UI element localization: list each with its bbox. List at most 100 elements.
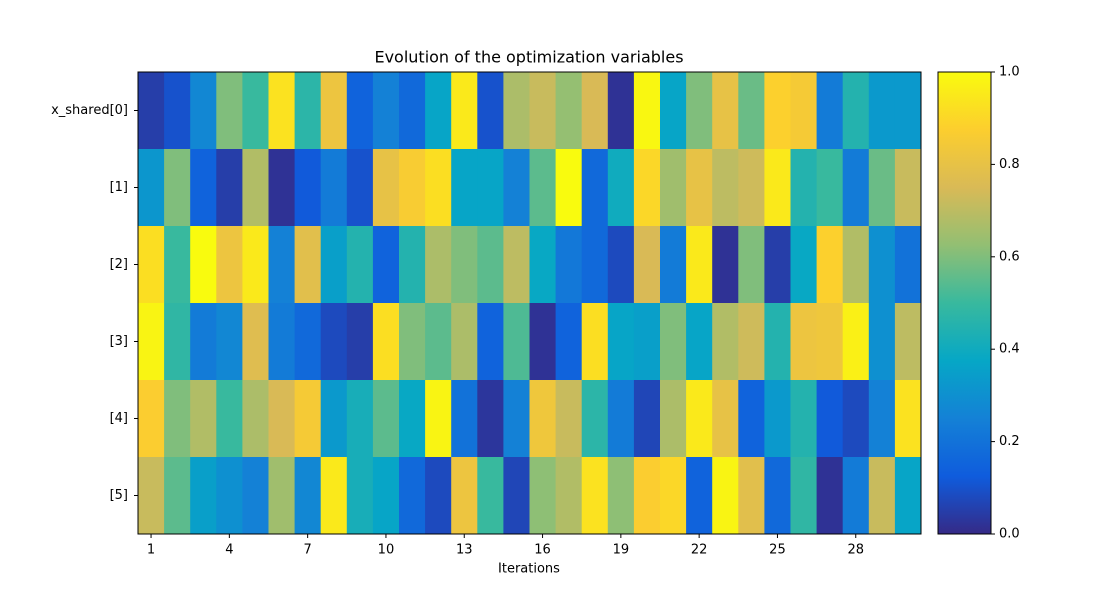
heatmap-cell bbox=[790, 226, 818, 304]
heatmap-cell bbox=[816, 303, 844, 381]
heatmap-cell bbox=[790, 72, 818, 150]
heatmap-cell bbox=[607, 457, 635, 535]
heatmap-cell bbox=[607, 303, 635, 381]
heatmap-cell bbox=[894, 226, 922, 304]
heatmap-cell bbox=[164, 303, 191, 381]
heatmap-cell bbox=[320, 380, 348, 458]
heatmap-cell bbox=[660, 149, 687, 227]
heatmap-cell bbox=[425, 303, 452, 381]
heatmap-cell bbox=[894, 457, 922, 535]
heatmap-cell bbox=[633, 72, 661, 150]
heatmap-cell bbox=[346, 149, 374, 227]
heatmap-cell bbox=[320, 72, 348, 150]
heatmap-cell bbox=[607, 72, 635, 150]
heatmap-cell bbox=[294, 380, 322, 458]
heatmap-cell bbox=[216, 149, 243, 227]
heatmap-cell bbox=[138, 72, 165, 150]
heatmap-cell bbox=[399, 380, 426, 458]
heatmap-cell bbox=[607, 149, 635, 227]
heatmap-cell bbox=[190, 303, 217, 381]
x-tick-label: 1 bbox=[147, 543, 155, 558]
heatmap-cell bbox=[868, 72, 896, 150]
y-tick-label: [4] bbox=[110, 411, 128, 426]
heatmap-cell bbox=[425, 72, 452, 150]
heatmap-cell bbox=[842, 72, 870, 150]
x-tick-label: 7 bbox=[304, 543, 312, 558]
colorbar-tick-label: 1.0 bbox=[999, 65, 1020, 80]
heatmap-cell bbox=[451, 226, 478, 304]
heatmap-cell bbox=[242, 72, 269, 150]
heatmap-cell bbox=[894, 380, 922, 458]
heatmap-cell bbox=[268, 457, 296, 535]
y-tick-label: [3] bbox=[110, 334, 128, 349]
heatmap-cell bbox=[242, 226, 269, 304]
heatmap-cell bbox=[399, 226, 426, 304]
x-tick-label: 16 bbox=[534, 543, 551, 558]
heatmap-cell bbox=[268, 226, 296, 304]
heatmap-cell bbox=[842, 457, 870, 535]
heatmap-cell bbox=[790, 303, 818, 381]
heatmap-cell bbox=[529, 457, 557, 535]
heatmap-cell bbox=[686, 149, 713, 227]
chart-title: Evolution of the optimization variables bbox=[374, 48, 683, 67]
heatmap-cell bbox=[764, 457, 791, 535]
x-tick-label: 28 bbox=[847, 543, 864, 558]
heatmap-cell bbox=[633, 149, 661, 227]
heatmap-cell bbox=[477, 72, 504, 150]
heatmap-cell bbox=[712, 457, 739, 535]
heatmap-cell bbox=[738, 457, 765, 535]
heatmap-cell bbox=[790, 380, 818, 458]
heatmap-cell bbox=[399, 72, 426, 150]
heatmap-cell bbox=[529, 226, 557, 304]
heatmap-cell bbox=[868, 149, 896, 227]
heatmap-cell bbox=[216, 303, 243, 381]
y-tick-label: [2] bbox=[110, 257, 128, 272]
heatmap-cell bbox=[660, 226, 687, 304]
heatmap-cell bbox=[503, 149, 530, 227]
heatmap-cell bbox=[842, 303, 870, 381]
heatmap-cell bbox=[686, 226, 713, 304]
heatmap-cell bbox=[764, 303, 791, 381]
heatmap-cell bbox=[581, 303, 609, 381]
heatmap-cell bbox=[555, 303, 583, 381]
heatmap-cell bbox=[138, 380, 165, 458]
heatmap-cell bbox=[581, 149, 609, 227]
heatmap-cell bbox=[477, 457, 504, 535]
heatmap-cell bbox=[268, 380, 296, 458]
heatmap-cell bbox=[686, 457, 713, 535]
heatmap-cell bbox=[346, 72, 374, 150]
heatmap-cell bbox=[164, 149, 191, 227]
heatmap-cell bbox=[868, 457, 896, 535]
heatmap-cell bbox=[399, 149, 426, 227]
heatmap-cell bbox=[138, 303, 165, 381]
heatmap-cell bbox=[555, 72, 583, 150]
heatmap-cell bbox=[425, 226, 452, 304]
x-tick-label: 25 bbox=[769, 543, 786, 558]
heatmap-cell bbox=[581, 226, 609, 304]
heatmap-cell bbox=[242, 380, 269, 458]
heatmap-cell bbox=[294, 72, 322, 150]
heatmap-cell bbox=[633, 303, 661, 381]
heatmap-cell bbox=[503, 72, 530, 150]
heatmap-cell bbox=[816, 457, 844, 535]
heatmap-cell bbox=[320, 457, 348, 535]
heatmap-cell bbox=[894, 72, 922, 150]
heatmap-cell bbox=[372, 380, 400, 458]
heatmap-cell bbox=[764, 149, 791, 227]
heatmap-cell bbox=[816, 149, 844, 227]
heatmap-cell bbox=[190, 457, 217, 535]
heatmap-cell bbox=[320, 303, 348, 381]
heatmap-cell bbox=[503, 226, 530, 304]
x-tick-label: 13 bbox=[456, 543, 473, 558]
heatmap-cell bbox=[842, 149, 870, 227]
heatmap-cell bbox=[216, 380, 243, 458]
heatmap-cell bbox=[503, 303, 530, 381]
heatmap-cell bbox=[790, 457, 818, 535]
heatmap-cell bbox=[816, 72, 844, 150]
heatmap-cell bbox=[738, 72, 765, 150]
heatmap-cell bbox=[686, 72, 713, 150]
heatmap-cell bbox=[320, 226, 348, 304]
heatmap-cell bbox=[712, 149, 739, 227]
heatmap-cell bbox=[242, 149, 269, 227]
